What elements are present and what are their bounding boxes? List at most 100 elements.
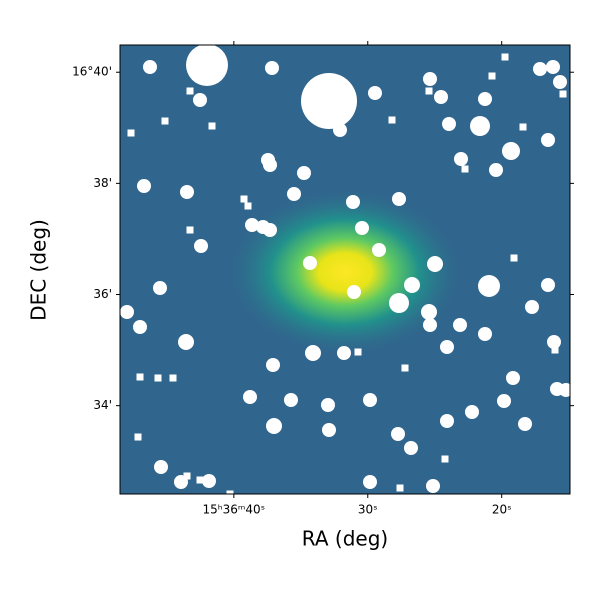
mask bbox=[426, 479, 440, 493]
mask bbox=[497, 394, 511, 408]
x-tick-label: 20ˢ bbox=[492, 503, 512, 517]
mask bbox=[501, 53, 509, 61]
mask bbox=[154, 460, 168, 474]
x-tick-label: 15ʰ36ᵐ40ˢ bbox=[203, 503, 266, 517]
x-axis-label: RA (deg) bbox=[302, 527, 388, 551]
mask bbox=[287, 187, 301, 201]
mask bbox=[169, 374, 177, 382]
masks bbox=[120, 45, 570, 494]
mask bbox=[519, 123, 527, 131]
mask bbox=[525, 300, 539, 314]
mask bbox=[478, 92, 492, 106]
mask bbox=[489, 163, 503, 177]
mask bbox=[440, 340, 454, 354]
mask bbox=[440, 414, 454, 428]
mask bbox=[427, 256, 443, 272]
mask bbox=[388, 116, 396, 124]
mask bbox=[506, 371, 520, 385]
mask bbox=[153, 281, 167, 295]
frame bbox=[119, 44, 571, 495]
mask bbox=[305, 345, 321, 361]
mask bbox=[423, 318, 437, 332]
mask bbox=[546, 60, 560, 74]
mask bbox=[186, 87, 194, 95]
galaxy bbox=[225, 187, 465, 357]
mask bbox=[263, 158, 277, 172]
mask bbox=[136, 373, 144, 381]
mask bbox=[284, 393, 298, 407]
mask bbox=[266, 358, 280, 372]
mask bbox=[389, 293, 409, 313]
mask bbox=[263, 223, 277, 237]
mask bbox=[541, 278, 555, 292]
mask bbox=[245, 218, 259, 232]
y-axis-label: DEC (deg) bbox=[27, 219, 51, 321]
mask bbox=[297, 166, 311, 180]
mask bbox=[518, 417, 532, 431]
mask bbox=[202, 474, 216, 488]
mask bbox=[478, 275, 500, 297]
mask bbox=[134, 433, 142, 441]
mask bbox=[396, 484, 404, 492]
mask bbox=[226, 490, 234, 494]
mask bbox=[372, 243, 386, 257]
mask bbox=[368, 86, 382, 100]
mask bbox=[465, 405, 479, 419]
mask bbox=[470, 116, 490, 136]
mask bbox=[453, 318, 467, 332]
mask bbox=[441, 455, 449, 463]
mask bbox=[208, 122, 216, 130]
mask bbox=[161, 117, 169, 125]
mask bbox=[551, 346, 559, 354]
mask bbox=[461, 165, 469, 173]
mask bbox=[333, 123, 347, 137]
mask bbox=[391, 427, 405, 441]
mask bbox=[196, 476, 204, 484]
mask bbox=[510, 254, 518, 262]
mask bbox=[133, 320, 147, 334]
mask bbox=[266, 418, 282, 434]
mask bbox=[186, 226, 194, 234]
mask bbox=[421, 304, 437, 320]
mask bbox=[502, 142, 520, 160]
mask bbox=[183, 472, 191, 480]
mask bbox=[478, 327, 492, 341]
mask bbox=[355, 221, 369, 235]
mask bbox=[322, 423, 336, 437]
image bbox=[120, 45, 570, 494]
mask bbox=[354, 348, 362, 356]
mask bbox=[240, 195, 248, 203]
mask bbox=[547, 335, 561, 349]
mask bbox=[553, 75, 567, 89]
mask bbox=[180, 185, 194, 199]
mask bbox=[442, 117, 456, 131]
mask bbox=[265, 61, 279, 75]
mask bbox=[178, 334, 194, 350]
y-tick-label: 34' bbox=[93, 398, 112, 412]
mask bbox=[244, 202, 252, 210]
mask bbox=[186, 45, 228, 86]
mask bbox=[321, 398, 335, 412]
mask bbox=[346, 195, 360, 209]
mask bbox=[143, 60, 157, 74]
mask bbox=[559, 383, 570, 397]
mask bbox=[541, 133, 555, 147]
mask bbox=[193, 93, 207, 107]
mask bbox=[404, 441, 418, 455]
mask bbox=[337, 346, 351, 360]
mask bbox=[434, 90, 448, 104]
mask bbox=[425, 87, 433, 95]
mask bbox=[194, 239, 208, 253]
mask bbox=[559, 90, 567, 98]
mask bbox=[127, 129, 135, 137]
mask bbox=[243, 390, 257, 404]
y-tick-label: 16°40' bbox=[72, 65, 112, 79]
y-tick-label: 36' bbox=[93, 287, 112, 301]
mask bbox=[301, 73, 357, 129]
mask bbox=[404, 277, 420, 293]
mask bbox=[423, 72, 437, 86]
mask bbox=[401, 364, 409, 372]
mask bbox=[454, 152, 468, 166]
